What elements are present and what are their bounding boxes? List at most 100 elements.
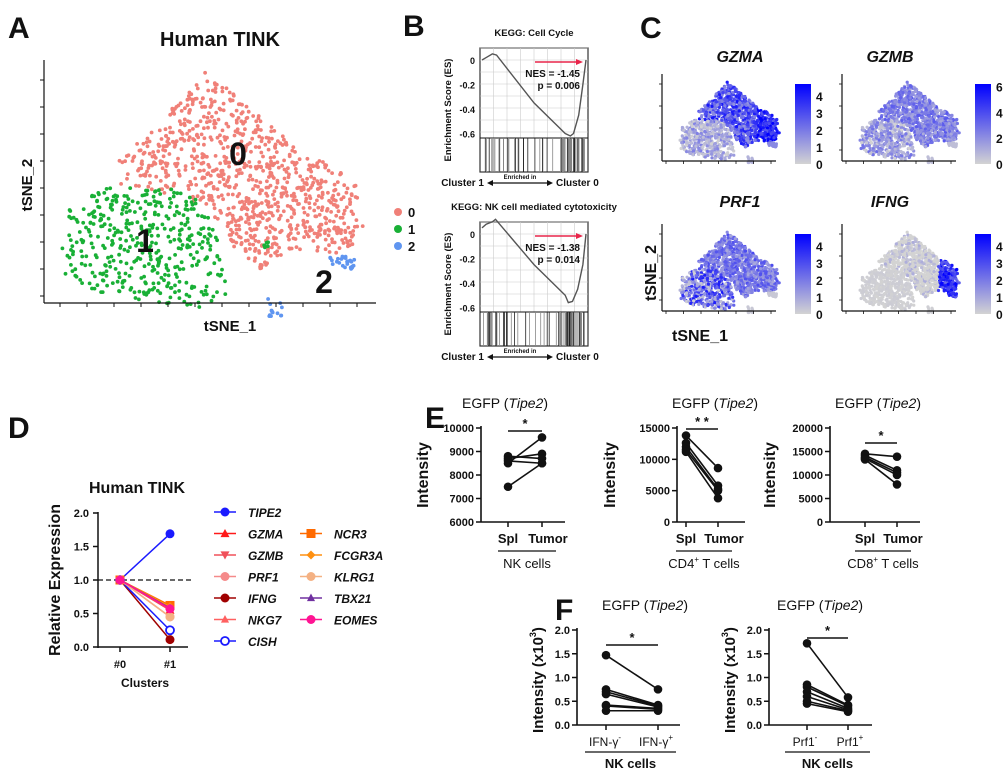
cell-point-cluster-0 — [251, 242, 256, 247]
cell-point-cluster-0 — [140, 162, 145, 167]
cell-point-cluster-0 — [194, 83, 199, 87]
cell-point-cluster-1 — [69, 248, 73, 252]
cell-point — [872, 130, 876, 134]
cell-point-cluster-0 — [228, 98, 233, 103]
cell-point — [709, 126, 713, 130]
cell-point-cluster-0 — [292, 191, 296, 196]
cell-point — [906, 123, 910, 128]
cell-point-cluster-2 — [350, 265, 354, 270]
cell-point-cluster-1 — [202, 215, 207, 220]
cell-point-cluster-1 — [91, 245, 95, 250]
cell-point-cluster-1 — [155, 226, 160, 231]
cell-point-cluster-0 — [176, 156, 180, 161]
cell-point-cluster-1 — [185, 208, 190, 212]
cell-point-cluster-1 — [203, 257, 208, 262]
cell-point-cluster-1 — [110, 281, 115, 285]
cell-point-cluster-1 — [172, 190, 176, 195]
cell-point — [724, 132, 728, 136]
cell-point-cluster-0 — [234, 231, 239, 236]
cell-point-cluster-1 — [168, 227, 173, 232]
cell-point — [907, 155, 911, 160]
cell-point — [728, 132, 732, 136]
cell-point — [765, 126, 770, 130]
cell-point-cluster-0 — [198, 119, 203, 124]
cell-point-cluster-1 — [70, 244, 75, 249]
cell-point-cluster-1 — [187, 234, 192, 239]
cell-point — [687, 133, 691, 137]
cell-point-cluster-0 — [320, 190, 325, 195]
cell-point-cluster-1 — [180, 243, 185, 247]
cell-point-cluster-0 — [207, 198, 212, 202]
cell-point-cluster-1 — [156, 213, 161, 217]
cell-point — [715, 110, 719, 114]
cell-point-cluster-1 — [110, 198, 115, 203]
cell-point — [727, 137, 731, 141]
cell-point-cluster-1 — [130, 237, 135, 242]
cell-point-cluster-0 — [200, 96, 205, 101]
cell-point-cluster-0 — [185, 103, 190, 108]
cell-point-cluster-0 — [208, 119, 212, 124]
cell-point-cluster-0 — [323, 215, 327, 220]
cell-point-cluster-0 — [318, 185, 323, 190]
cell-point-cluster-1 — [185, 245, 190, 249]
cell-point-cluster-1 — [164, 214, 169, 219]
cell-point-cluster-0 — [246, 196, 251, 201]
cell-point-cluster-1 — [120, 212, 124, 216]
cell-point — [727, 117, 731, 121]
cell-point — [902, 123, 906, 127]
cell-point-cluster-0 — [148, 173, 152, 178]
cell-point-cluster-1 — [71, 215, 76, 220]
cell-point-cluster-0 — [244, 231, 249, 235]
cell-point-cluster-0 — [285, 180, 290, 185]
cell-point — [713, 156, 717, 160]
cell-point-cluster-1 — [81, 220, 86, 225]
cell-point-cluster-1 — [115, 279, 120, 284]
cell-point — [879, 131, 883, 135]
cell-point-cluster-0 — [250, 136, 255, 141]
cell-point-cluster-0 — [310, 183, 315, 188]
cell-point-cluster-0 — [287, 154, 292, 159]
cell-point-cluster-0 — [203, 70, 208, 75]
cell-point-cluster-0 — [319, 222, 324, 227]
cell-point — [885, 123, 890, 127]
cell-point-cluster-0 — [146, 184, 151, 189]
cell-point-cluster-0 — [346, 225, 351, 230]
cell-point-cluster-0 — [191, 126, 195, 131]
cell-point — [869, 151, 873, 155]
cell-point-cluster-0 — [237, 171, 241, 176]
cell-point — [717, 93, 722, 97]
cell-point-cluster-0 — [206, 125, 210, 130]
cell-point — [735, 136, 740, 140]
arrow-head-icon — [576, 59, 583, 65]
cell-point-cluster-0 — [307, 201, 312, 206]
cell-point — [904, 152, 908, 157]
cell-point-cluster-1 — [178, 191, 183, 196]
cell-point-cluster-1 — [88, 233, 93, 238]
cell-point-cluster-0 — [266, 200, 271, 204]
cell-point-cluster-0 — [205, 172, 210, 177]
cell-point-cluster-0 — [232, 133, 237, 138]
cell-point-cluster-0 — [247, 242, 252, 247]
cell-point — [924, 145, 928, 149]
cell-point — [752, 120, 756, 124]
cell-point-cluster-0 — [200, 105, 204, 109]
cell-point-cluster-1 — [87, 212, 91, 217]
cell-point-cluster-0 — [339, 231, 343, 236]
cell-point-cluster-0 — [304, 181, 309, 185]
panel-label-f: F — [555, 594, 573, 627]
cell-point — [746, 133, 751, 137]
cell-point — [932, 120, 936, 124]
gene-title: GZMA — [716, 49, 763, 66]
cell-point-cluster-1 — [119, 230, 124, 235]
cell-point-cluster-0 — [327, 250, 332, 254]
cell-point-cluster-0 — [220, 89, 225, 94]
cell-point — [914, 89, 918, 94]
cell-point — [861, 126, 865, 130]
cell-point-cluster-1 — [93, 253, 98, 258]
cell-point-cluster-1 — [100, 272, 105, 277]
cell-point — [772, 136, 776, 140]
cell-point-cluster-0 — [266, 205, 271, 209]
cell-point-cluster-0 — [276, 139, 280, 144]
cell-point-cluster-0 — [326, 168, 331, 173]
cell-point-cluster-1 — [181, 267, 186, 271]
